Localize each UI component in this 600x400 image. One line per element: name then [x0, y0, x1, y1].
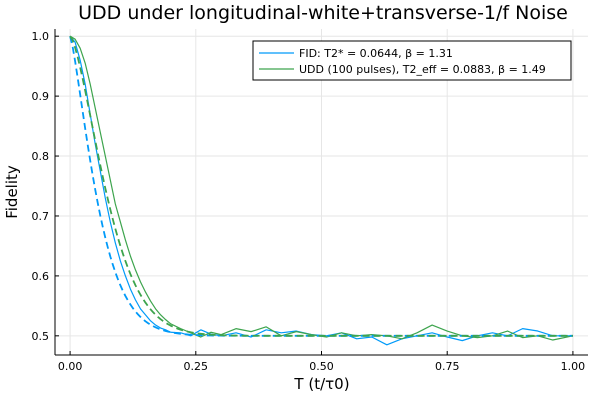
y-axis-ticks: 0.5 0.6 0.7 0.8 0.9 1.0 [32, 30, 59, 343]
y-tick-label: 0.7 [32, 210, 50, 223]
y-tick-label: 0.5 [32, 330, 50, 343]
x-axis-label: T (t/τ0) [293, 375, 349, 393]
legend-label-udd: UDD (100 pulses), T2_eff = 0.0883, β = 1… [299, 63, 546, 76]
y-tick-label: 0.6 [32, 270, 50, 283]
series-line-3-fit [69, 35, 573, 337]
y-tick-label: 1.0 [32, 30, 50, 43]
x-tick-label: 0.00 [58, 360, 83, 373]
x-tick-label: 1.00 [561, 360, 586, 373]
legend: FID: T2* = 0.0644, β = 1.31 UDD (100 pul… [252, 40, 572, 81]
series-line-1 [69, 35, 574, 341]
x-tick-label: 0.25 [184, 360, 209, 373]
legend-label-fid: FID: T2* = 0.0644, β = 1.31 [299, 47, 453, 60]
legend-box [252, 40, 572, 81]
y-tick-label: 0.9 [32, 90, 50, 103]
x-axis-ticks: 0.00 0.25 0.50 0.75 1.00 [58, 351, 585, 373]
x-tick-label: 0.75 [435, 360, 460, 373]
x-tick-label: 0.50 [309, 360, 334, 373]
y-axis-label: Fidelity [3, 165, 21, 219]
chart-title: UDD under longitudinal-white+transverse-… [78, 2, 568, 24]
series-layer [69, 35, 574, 346]
y-tick-label: 0.8 [32, 150, 50, 163]
